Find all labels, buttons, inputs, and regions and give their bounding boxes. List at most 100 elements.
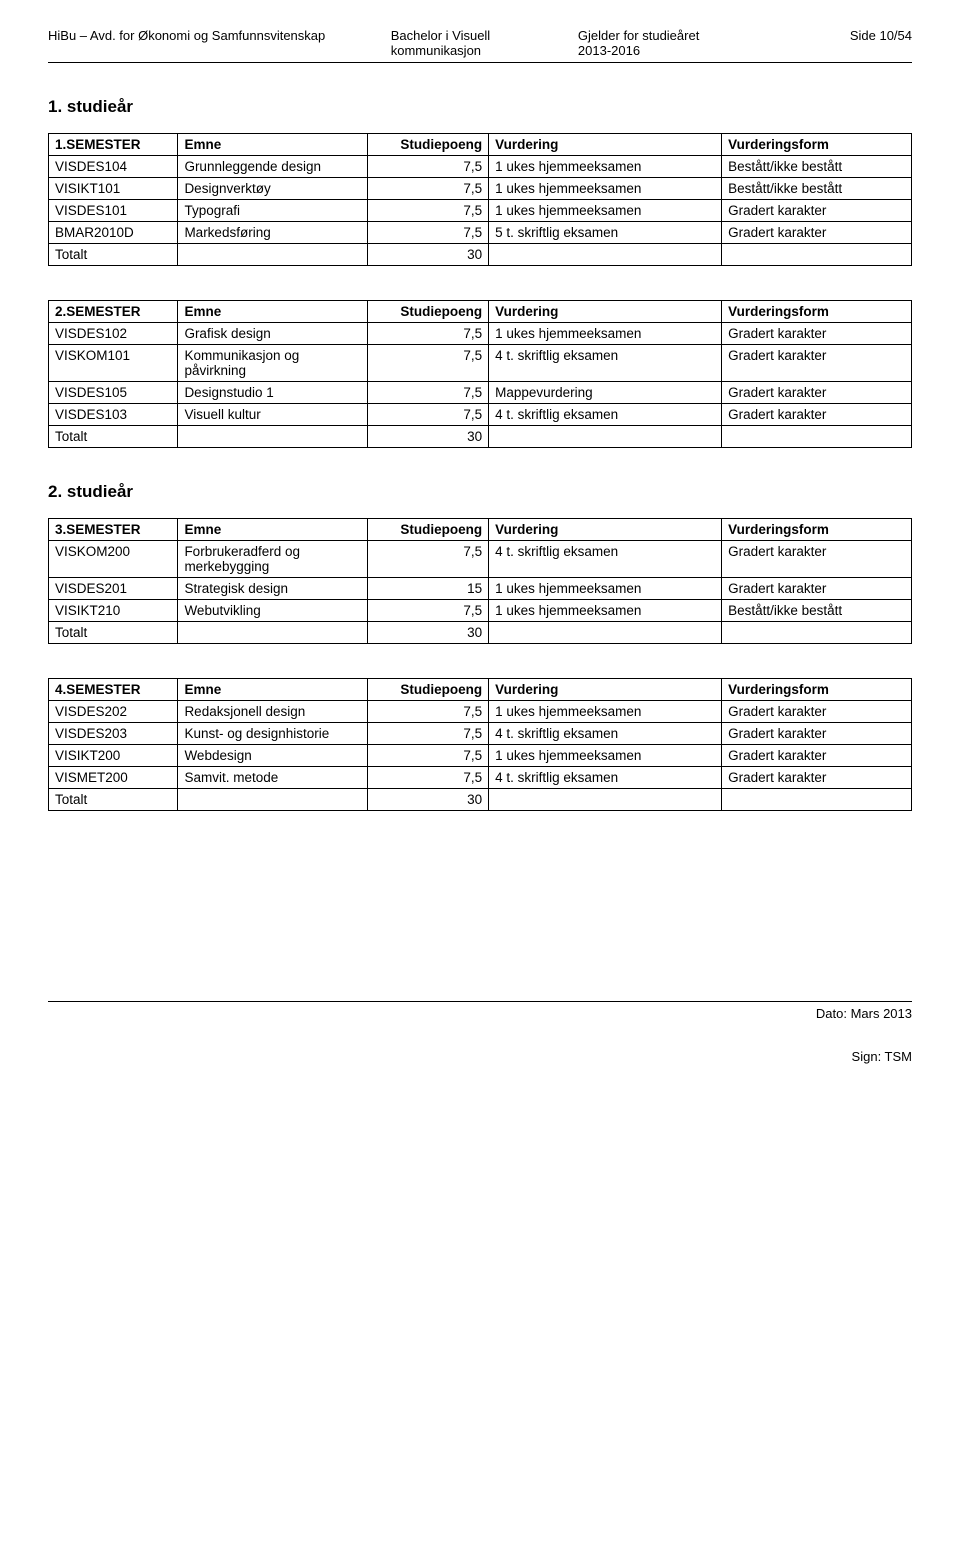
- cell-code: VISDES105: [49, 382, 178, 404]
- cell-sp: 7,5: [368, 382, 489, 404]
- col-emne: Emne: [178, 134, 368, 156]
- section-1-title: 1. studieår: [48, 97, 912, 117]
- cell-code: VISDES104: [49, 156, 178, 178]
- cell-code: VISIKT101: [49, 178, 178, 200]
- cell-code: VISDES102: [49, 323, 178, 345]
- header-mid-l2: kommunikasjon: [391, 43, 481, 58]
- cell-code: VISKOM101: [49, 345, 178, 382]
- cell-sp: 15: [368, 578, 489, 600]
- cell-code: VISDES101: [49, 200, 178, 222]
- col-vurdering: Vurdering: [489, 134, 722, 156]
- cell-name: Webdesign: [178, 745, 368, 767]
- totalt-value: 30: [368, 426, 489, 448]
- cell-vurd: 4 t. skriftlig eksamen: [489, 767, 722, 789]
- cell-sp: 7,5: [368, 600, 489, 622]
- cell-vurd: 1 ukes hjemmeeksamen: [489, 323, 722, 345]
- col-sp: Studiepoeng: [368, 519, 489, 541]
- table-total-row: Totalt30: [49, 622, 912, 644]
- table-row: VISDES101Typografi7,51 ukes hjemmeeksame…: [49, 200, 912, 222]
- col-sem: 3.SEMESTER: [49, 519, 178, 541]
- col-sem: 2.SEMESTER: [49, 301, 178, 323]
- footer-sign: Sign: TSM: [48, 1049, 912, 1064]
- table-total-row: Totalt 30: [49, 244, 912, 266]
- cell-form: Gradert karakter: [722, 382, 912, 404]
- cell-name: Typografi: [178, 200, 368, 222]
- col-sp: Studiepoeng: [368, 301, 489, 323]
- cell-code: VISDES201: [49, 578, 178, 600]
- col-vurdering: Vurdering: [489, 679, 722, 701]
- document-header: HiBu – Avd. for Økonomi og Samfunnsviten…: [48, 28, 912, 58]
- totalt-label: Totalt: [49, 622, 178, 644]
- header-right-l2: 2013-2016: [578, 43, 640, 58]
- cell-form: Bestått/ikke bestått: [722, 600, 912, 622]
- table-total-row: Totalt30: [49, 426, 912, 448]
- cell-form: Gradert karakter: [722, 767, 912, 789]
- cell-code: VISDES103: [49, 404, 178, 426]
- cell-sp: 7,5: [368, 404, 489, 426]
- cell-form: Gradert karakter: [722, 345, 912, 382]
- totalt-value: 30: [368, 789, 489, 811]
- totalt-label: Totalt: [49, 789, 178, 811]
- col-sp: Studiepoeng: [368, 679, 489, 701]
- section-2-title: 2. studieår: [48, 482, 912, 502]
- cell-vurd: 1 ukes hjemmeeksamen: [489, 701, 722, 723]
- cell-vurd: 1 ukes hjemmeeksamen: [489, 200, 722, 222]
- table-row: VISDES103Visuell kultur7,54 t. skriftlig…: [49, 404, 912, 426]
- header-right: Gjelder for studieåret 2013-2016: [578, 28, 794, 58]
- col-sem: 1.SEMESTER: [49, 134, 178, 156]
- table-row: VISIKT210Webutvikling7,51 ukes hjemmeeks…: [49, 600, 912, 622]
- cell-vurd: 4 t. skriftlig eksamen: [489, 404, 722, 426]
- table-row: VISIKT101Designverktøy7,51 ukes hjemmeek…: [49, 178, 912, 200]
- cell-name: Markedsføring: [178, 222, 368, 244]
- cell-form: Gradert karakter: [722, 745, 912, 767]
- cell-name: Designverktøy: [178, 178, 368, 200]
- semester-1-table: 1.SEMESTER Emne Studiepoeng Vurdering Vu…: [48, 133, 912, 266]
- totalt-label: Totalt: [49, 244, 178, 266]
- cell-name: Grafisk design: [178, 323, 368, 345]
- table-header-row: 1.SEMESTER Emne Studiepoeng Vurdering Vu…: [49, 134, 912, 156]
- semester-3-table: 3.SEMESTER Emne Studiepoeng Vurdering Vu…: [48, 518, 912, 644]
- cell-form: Gradert karakter: [722, 701, 912, 723]
- cell-sp: 7,5: [368, 723, 489, 745]
- cell-name: Forbrukeradferd og merkebygging: [178, 541, 368, 578]
- header-mid: Bachelor i Visuell kommunikasjon: [391, 28, 564, 58]
- col-vform: Vurderingsform: [722, 679, 912, 701]
- cell-sp: 7,5: [368, 701, 489, 723]
- cell-name: Kommunikasjon og påvirkning: [178, 345, 368, 382]
- table-header-row: 2.SEMESTER Emne Studiepoeng Vurdering Vu…: [49, 301, 912, 323]
- col-sp: Studiepoeng: [368, 134, 489, 156]
- cell-sp: 7,5: [368, 767, 489, 789]
- table-header-row: 3.SEMESTER Emne Studiepoeng Vurdering Vu…: [49, 519, 912, 541]
- semester-4-table: 4.SEMESTER Emne Studiepoeng Vurdering Vu…: [48, 678, 912, 811]
- semester-2-table: 2.SEMESTER Emne Studiepoeng Vurdering Vu…: [48, 300, 912, 448]
- cell-sp: 7,5: [368, 345, 489, 382]
- cell-form: Bestått/ikke bestått: [722, 156, 912, 178]
- cell-form: Gradert karakter: [722, 404, 912, 426]
- cell-sp: 7,5: [368, 222, 489, 244]
- cell-code: VISMET200: [49, 767, 178, 789]
- table-row: VISDES201Strategisk design151 ukes hjemm…: [49, 578, 912, 600]
- cell-name: Designstudio 1: [178, 382, 368, 404]
- table-header-row: 4.SEMESTER Emne Studiepoeng Vurdering Vu…: [49, 679, 912, 701]
- footer-rule: [48, 1001, 912, 1002]
- cell-form: Gradert karakter: [722, 578, 912, 600]
- table-row: VISDES104Grunnleggende design7,51 ukes h…: [49, 156, 912, 178]
- col-sem: 4.SEMESTER: [49, 679, 178, 701]
- cell-vurd: 1 ukes hjemmeeksamen: [489, 156, 722, 178]
- header-rule: [48, 62, 912, 63]
- table-row: VISDES202Redaksjonell design7,51 ukes hj…: [49, 701, 912, 723]
- cell-name: Strategisk design: [178, 578, 368, 600]
- header-right-l1: Gjelder for studieåret: [578, 28, 699, 43]
- cell-code: VISDES203: [49, 723, 178, 745]
- totalt-value: 30: [368, 244, 489, 266]
- cell-vurd: 1 ukes hjemmeeksamen: [489, 578, 722, 600]
- cell-code: BMAR2010D: [49, 222, 178, 244]
- cell-form: Gradert karakter: [722, 541, 912, 578]
- cell-code: VISDES202: [49, 701, 178, 723]
- cell-sp: 7,5: [368, 541, 489, 578]
- cell-name: Kunst- og designhistorie: [178, 723, 368, 745]
- table-total-row: Totalt 30: [49, 789, 912, 811]
- cell-sp: 7,5: [368, 745, 489, 767]
- cell-name: Webutvikling: [178, 600, 368, 622]
- table-row: VISDES102Grafisk design7,51 ukes hjemmee…: [49, 323, 912, 345]
